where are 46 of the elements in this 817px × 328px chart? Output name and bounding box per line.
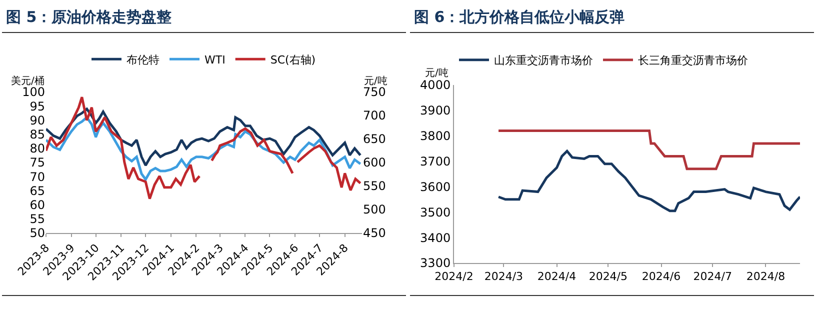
y-tick-label: 70 [30, 170, 45, 184]
legend-label: 长三角重交沥青市场价 [638, 54, 748, 68]
y-axis-title: 元/吨 [425, 67, 448, 79]
y-tick-label: 3300 [420, 256, 451, 270]
y2-tick-label: 500 [363, 202, 386, 217]
line-series [497, 150, 800, 212]
y-tick-label: 90 [30, 113, 45, 128]
legend-label: SC(右轴) [270, 53, 316, 66]
y-tick-label: 4000 [420, 78, 451, 92]
y-tick-label: 65 [30, 184, 45, 198]
y-tick-label: 55 [30, 212, 45, 226]
y2-tick-label: 450 [363, 226, 386, 240]
chart-title: 图 6：北方价格自低位小幅反弹 [410, 0, 814, 33]
y-tick-label: 3700 [420, 154, 451, 168]
legend-label: 布伦特 [126, 53, 160, 66]
y-tick-label: 100 [22, 85, 45, 100]
y2-tick-label: 600 [363, 156, 386, 170]
line-series [497, 130, 800, 170]
legend-label: WTI [204, 53, 226, 66]
chart-title: 图 5：原油价格走势盘整 [2, 0, 406, 33]
y-tick-label: 3500 [420, 205, 451, 220]
x-tick-label: 2024/4 [537, 270, 576, 284]
y2-tick-label: 550 [363, 179, 386, 194]
y-tick-label: 3900 [420, 104, 451, 118]
line-series [46, 108, 362, 167]
x-tick-label: 2024/3 [484, 270, 524, 284]
y2-tick-label: 750 [363, 85, 386, 100]
y-tick-label: 3400 [420, 230, 451, 245]
y-tick-label: 75 [30, 156, 45, 170]
legend-label: 山东重交沥青市场价 [494, 54, 593, 68]
y-tick-label: 85 [30, 128, 45, 142]
y-tick-label: 3600 [420, 180, 451, 194]
x-tick-label: 2024/5 [588, 270, 628, 284]
x-tick-label: 2024/6 [642, 270, 681, 284]
y2-axis-title: 元/吨 [364, 75, 388, 87]
y2-tick-label: 700 [363, 108, 386, 123]
x-tick-label: 2024/2 [434, 270, 474, 284]
y-tick-label: 60 [30, 198, 45, 212]
y-tick-label: 95 [30, 99, 45, 114]
y-tick-label: 3800 [420, 129, 451, 144]
y-tick-label: 50 [30, 226, 45, 240]
y2-tick-label: 650 [363, 132, 386, 146]
x-tick-label: 2024/7 [693, 270, 732, 284]
y-tick-label: 80 [30, 142, 45, 156]
y-axis-title: 美元/桶 [11, 75, 44, 87]
x-tick-label: 2024/8 [746, 270, 786, 284]
